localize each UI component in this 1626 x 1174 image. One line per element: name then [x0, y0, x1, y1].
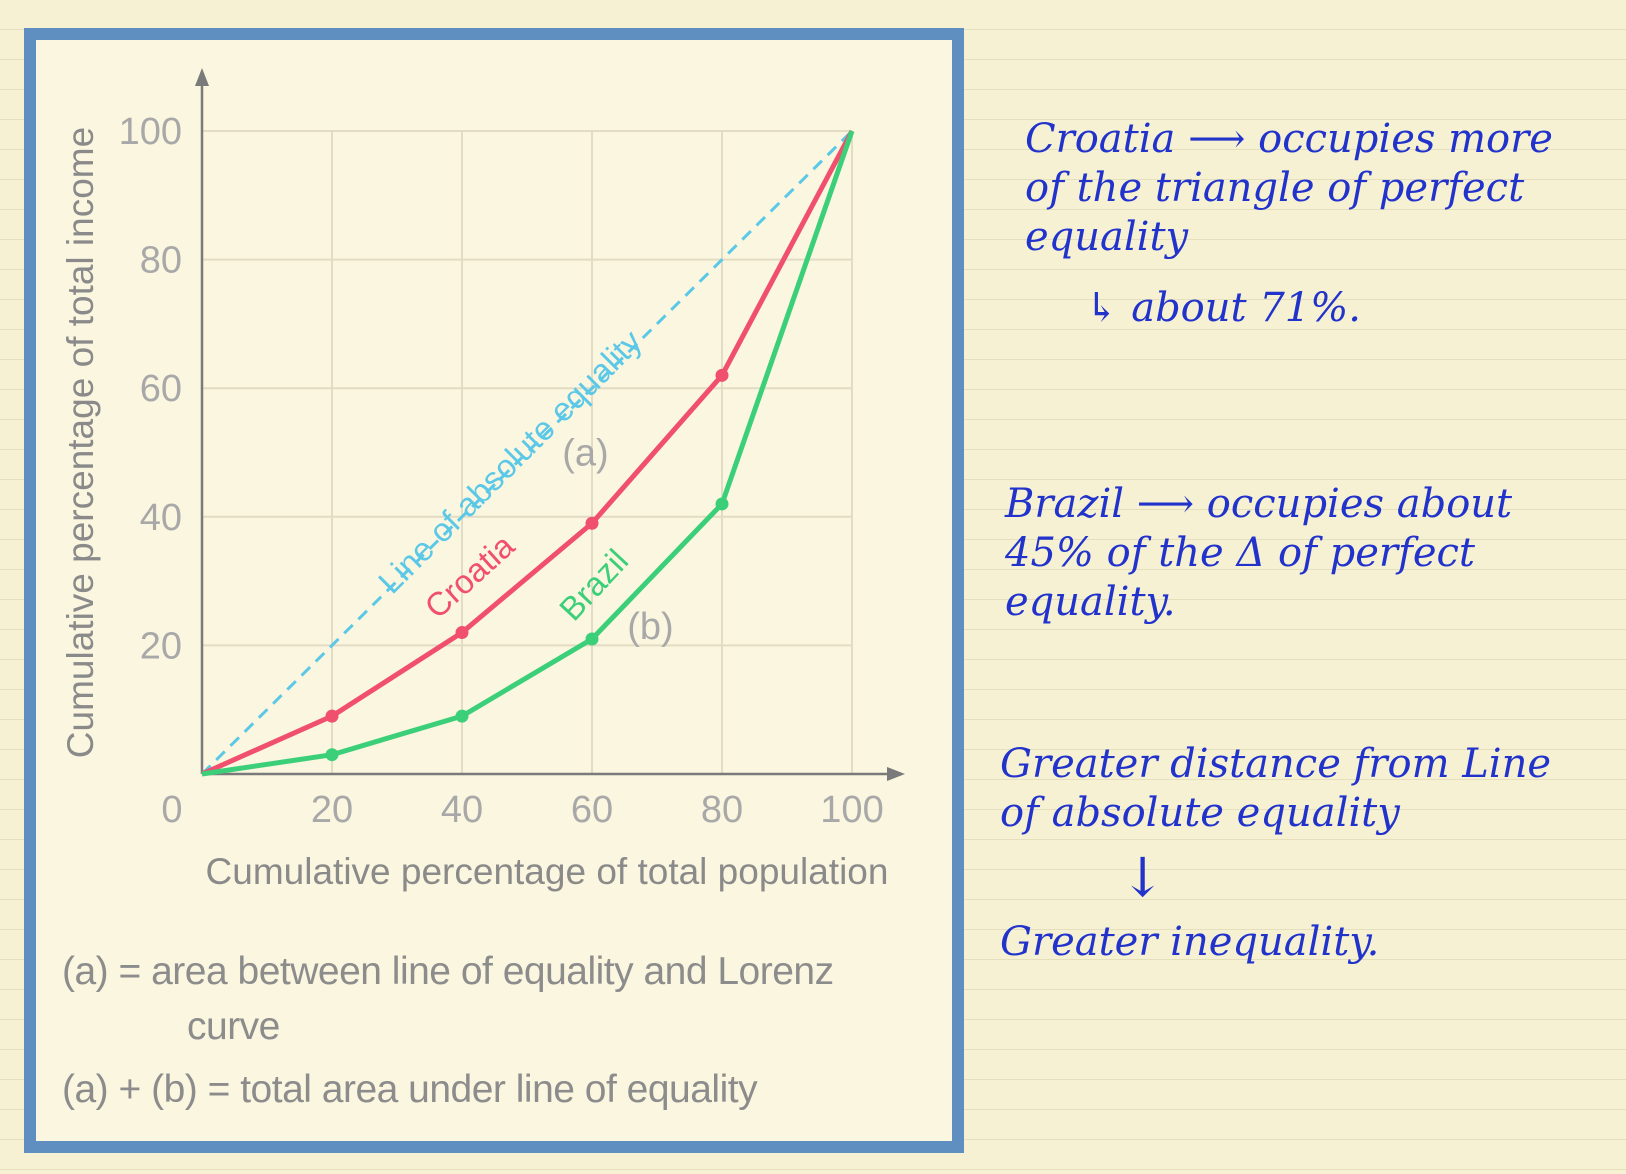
y-axis-title: Cumulative percentage of total income: [60, 127, 101, 758]
x-tick-label: 0: [161, 789, 182, 831]
x-tick-label: 80: [701, 789, 743, 831]
x-axis-arrow: [887, 767, 905, 781]
chart-labels: Cumulative percentage of total populatio…: [60, 127, 888, 892]
chart-grid: [202, 130, 853, 774]
x-axis-title: Cumulative percentage of total populatio…: [206, 851, 889, 892]
y-tick-label: 80: [140, 240, 182, 282]
caption-total-area: (a) + (b) = total area under line of equ…: [62, 1068, 758, 1111]
y-tick-label: 60: [140, 368, 182, 410]
note-croatia: Croatia ⟶ occupies more of the triangle …: [1025, 115, 1553, 333]
data-point-brazil: [585, 632, 599, 646]
note-brazil-line: 45% of the Δ of perfect: [1005, 530, 1475, 576]
x-tick-label: 40: [441, 789, 483, 831]
data-point-brazil: [455, 709, 469, 723]
x-tick-label: 100: [820, 789, 883, 831]
x-tick-label: 20: [311, 789, 353, 831]
tick-labels: 0 20 40 60 80 100 20 40 60 80 100: [119, 111, 884, 831]
lorenz-chart: 0 20 40 60 80 100 20 40 60 80 100 Cumulative perce…: [60, 68, 905, 892]
annotation-label: (b): [627, 606, 673, 648]
data-point-croatia: [585, 516, 599, 530]
y-axis-arrow: [195, 68, 209, 86]
data-point-croatia: [455, 626, 469, 640]
note-brazil-line: Brazil ⟶ occupies about: [1005, 481, 1513, 527]
caption-area-a: (a) = area between line of equality and …: [62, 950, 834, 993]
caption-area-a-cont: curve: [187, 1005, 280, 1048]
note-distance-line: of absolute equality: [1000, 790, 1400, 836]
note-croatia-line: of the triangle of perfect: [1025, 165, 1525, 211]
note-brazil: Brazil ⟶ occupies about 45% of the Δ of …: [1005, 480, 1512, 627]
data-point-brazil: [715, 497, 729, 511]
y-tick-label: 40: [140, 497, 182, 539]
note-croatia-line: equality: [1025, 214, 1189, 260]
data-point-brazil: [325, 748, 339, 762]
annotation-label: (a): [562, 432, 608, 474]
note-distance-line: Greater distance from Line: [1000, 741, 1552, 787]
chart-series: [200, 129, 855, 777]
note-distance-line: Greater inequality.: [1000, 919, 1380, 965]
series-label-brazil: Brazil: [552, 542, 635, 628]
series-line-brazil: [201, 130, 855, 777]
data-point-croatia: [715, 368, 729, 382]
data-point-croatia: [325, 709, 339, 723]
chart-axes: [195, 68, 905, 781]
y-tick-label: 100: [119, 111, 182, 153]
series-line-croatia: [200, 129, 855, 777]
x-tick-label: 60: [571, 789, 613, 831]
series-line-line-of-absolute-equality: [200, 129, 854, 776]
note-distance-arrow: ↓: [1120, 846, 1166, 909]
note-croatia-line: Croatia ⟶ occupies more: [1025, 116, 1553, 162]
note-distance: Greater distance from Line of absolute e…: [1000, 740, 1551, 967]
note-brazil-line: equality.: [1005, 579, 1176, 625]
note-croatia-line: ↳ about 71%.: [1085, 285, 1361, 331]
y-tick-label: 20: [140, 625, 182, 667]
